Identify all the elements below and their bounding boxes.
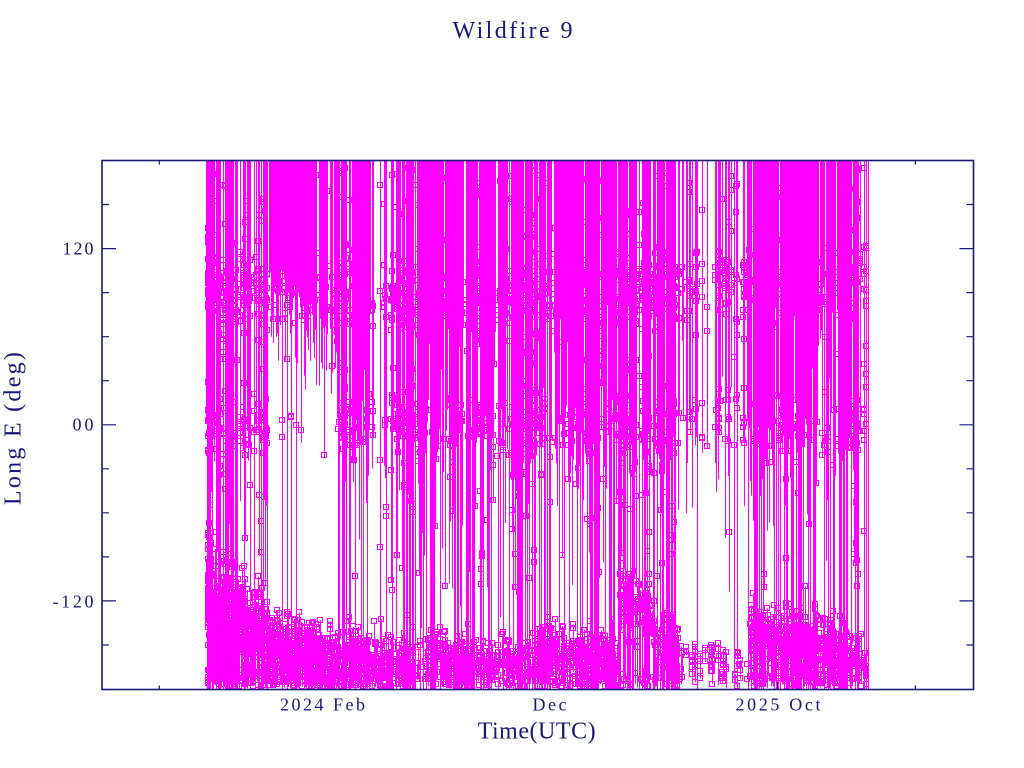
- svg-text:Long E (deg): Long E (deg): [1, 352, 27, 505]
- svg-text:Time(UTC): Time(UTC): [478, 719, 596, 745]
- svg-text:Wildfire 9: Wildfire 9: [453, 18, 573, 44]
- svg-text:2025 Oct: 2025 Oct: [736, 695, 821, 715]
- svg-text:120: 120: [63, 239, 94, 259]
- svg-text:2024 Feb: 2024 Feb: [280, 695, 365, 715]
- svg-text:Dec: Dec: [533, 695, 567, 715]
